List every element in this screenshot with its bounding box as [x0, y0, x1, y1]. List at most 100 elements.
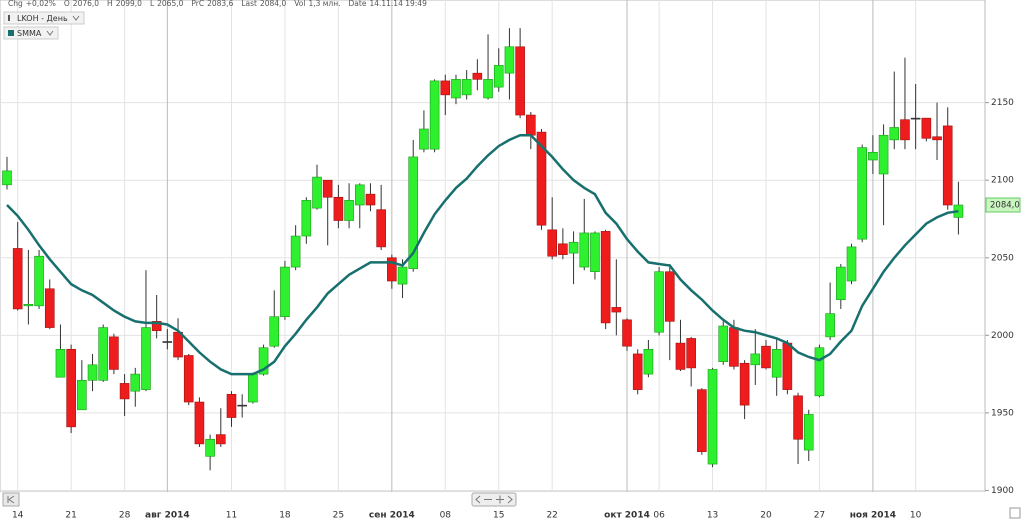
candle-body: [558, 243, 568, 255]
candle-body: [322, 179, 333, 198]
candle-body: [119, 383, 130, 400]
x-tick-label: сен 2014: [369, 511, 415, 521]
header-value: 2076,0: [73, 0, 99, 8]
legend-icon: [8, 15, 10, 21]
x-tick-label: 06: [653, 511, 665, 521]
candle-body: [793, 395, 803, 440]
candle-body: [825, 313, 835, 338]
candle-body: [344, 200, 354, 221]
y-tick-label: 2000: [991, 331, 1014, 341]
x-tick-label: 13: [707, 511, 718, 521]
candle-body: [34, 255, 44, 307]
candle-body: [590, 232, 600, 273]
x-tick-label: 08: [440, 511, 452, 521]
candle-body: [419, 128, 429, 150]
candle-body: [611, 307, 622, 313]
candle-body: [515, 46, 525, 116]
candle-body: [248, 373, 258, 403]
x-tick-label: 15: [493, 511, 504, 521]
last-price-label: 2084,0: [990, 201, 1020, 211]
candle-body: [130, 373, 141, 392]
candle-body: [301, 200, 312, 237]
legend-box[interactable]: [3, 26, 59, 40]
candle-body: [397, 266, 408, 285]
dropdown-arrow: [46, 30, 54, 36]
candle-body: [632, 353, 643, 390]
candle-body: [771, 348, 782, 378]
candle-body: [109, 336, 119, 370]
legend-label: LKOH - День: [17, 14, 68, 23]
x-tick-label: 27: [814, 511, 825, 521]
candle-body: [98, 327, 109, 381]
candle-body: [526, 114, 536, 136]
candle-body: [600, 231, 611, 324]
x-tick-label: 22: [546, 511, 557, 521]
dropdown-arrow: [72, 15, 80, 21]
candle-body: [493, 65, 504, 88]
candle-body: [205, 438, 215, 457]
x-tick-label: 20: [760, 511, 772, 521]
candle-body: [333, 196, 344, 221]
candle-body: [857, 147, 868, 240]
candle-body: [878, 134, 889, 175]
legend-swatch: [8, 30, 14, 36]
x-tick-label: 18: [279, 511, 291, 521]
controls: [2, 492, 1021, 519]
smma-line: [6, 133, 959, 376]
candle-body: [44, 288, 55, 328]
candle-body: [440, 80, 451, 96]
x-tick-label: 21: [65, 511, 76, 521]
last-price-tag: [985, 197, 1021, 213]
candle-body: [451, 79, 461, 99]
candle-body: [269, 316, 280, 347]
settings-button[interactable]: [1009, 507, 1021, 519]
scroll-start-button[interactable]: [2, 492, 20, 507]
candle-body: [910, 117, 921, 120]
header-label: Date: [349, 0, 367, 8]
candle-body: [226, 393, 237, 418]
candle-body: [162, 341, 173, 343]
header-label: PrC: [191, 0, 204, 8]
candle-body: [194, 401, 205, 445]
candle-body: [686, 338, 696, 369]
candle-body: [868, 151, 878, 161]
legend-box[interactable]: [3, 11, 85, 25]
legend-label: SMMA: [17, 29, 42, 38]
header-label: Last: [241, 0, 257, 8]
y-tick-label: 2150: [991, 98, 1014, 108]
y-tick-label: 1900: [991, 486, 1014, 496]
candle-body: [23, 303, 34, 307]
candle-body: [836, 266, 846, 300]
zoom-controls[interactable]: [471, 492, 517, 507]
candle-body: [942, 125, 953, 206]
candle-body: [87, 364, 98, 381]
candle-body: [173, 331, 183, 358]
legend: LKOH - День SMMA: [3, 11, 85, 40]
candle-body: [429, 80, 440, 150]
candle-body: [216, 434, 226, 445]
candle-body: [729, 327, 739, 367]
candle-body: [900, 119, 910, 141]
x-tick-label: 14: [12, 511, 24, 521]
candle-body: [237, 404, 247, 407]
candle-body: [408, 156, 419, 269]
candle-body: [932, 136, 942, 141]
y-tick-label: 2100: [991, 176, 1014, 186]
icon: [475, 495, 513, 504]
x-tick-label: окт 2014: [604, 511, 650, 521]
candle-body: [66, 348, 76, 428]
axes: 1900 1950 2000 2050 2100 2150 14 21 28 авг 2014 11…: [12, 98, 1021, 521]
candle-body: [675, 342, 686, 370]
candle-body: [739, 362, 750, 406]
candle-body: [183, 355, 194, 403]
x-tick-label: ноя 2014: [850, 511, 896, 521]
candle-body: [376, 209, 386, 248]
header-value: 2084,0: [260, 0, 286, 8]
x-tick-label: 25: [333, 511, 344, 521]
candle-body: [280, 266, 290, 318]
header-value: 2099,0: [116, 0, 142, 8]
candle-body: [141, 327, 151, 390]
candle-body: [387, 257, 397, 282]
candle-body: [782, 342, 793, 390]
